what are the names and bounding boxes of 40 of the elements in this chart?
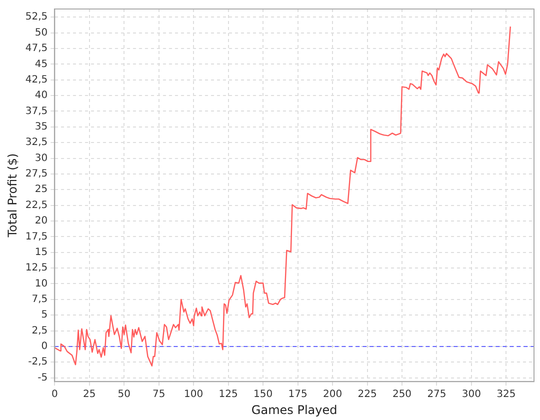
y-tick-label: 0 (41, 341, 48, 352)
x-tick-label: 300 (462, 389, 482, 400)
x-tick-label: 75 (152, 389, 166, 400)
x-axis-title: Games Played (251, 402, 338, 417)
y-tick-label: 5 (41, 310, 48, 321)
y-tick-label: 12,5 (25, 262, 48, 274)
y-tick-label: 15 (34, 246, 48, 258)
x-tick-label: 125 (218, 389, 238, 400)
y-tick-label: 17,5 (25, 231, 48, 242)
x-tick-label: 150 (254, 389, 273, 400)
y-tick-label: 37,5 (25, 106, 48, 117)
x-tick-label: 100 (184, 389, 204, 400)
y-tick-label: 35 (34, 122, 48, 133)
y-tick-label: 47,5 (25, 43, 48, 54)
y-tick-label: 25 (34, 184, 48, 196)
y-tick-label: -5 (38, 372, 48, 384)
y-tick-label: 7,5 (32, 294, 48, 306)
x-tick-label: 0 (51, 389, 58, 400)
y-tick-label: 52,5 (25, 12, 48, 23)
x-tick-label: 225 (358, 389, 377, 400)
y-tick-label: 20 (34, 216, 48, 227)
y-tick-label: 30 (34, 152, 48, 164)
y-tick-label: 45 (34, 58, 48, 70)
x-tick-label: 275 (427, 389, 446, 400)
x-tick-label: 250 (392, 389, 412, 400)
y-axis-title: Total Profit ($) (5, 153, 20, 238)
y-tick-label: 32,5 (25, 137, 48, 148)
x-tick-label: 50 (118, 389, 130, 400)
x-tick-label: 25 (83, 389, 96, 400)
y-tick-label: 40 (34, 90, 48, 102)
y-tick-label: 10 (34, 278, 48, 290)
y-tick-label: 22,5 (25, 200, 48, 211)
y-tick-label: -2,5 (28, 356, 48, 368)
y-tick-label: 42,5 (25, 74, 48, 86)
x-tick-label: 325 (496, 389, 516, 400)
y-tick-label: 27,5 (25, 168, 48, 180)
y-tick-label: 2,5 (32, 325, 48, 336)
y-tick-label: 50 (34, 27, 48, 38)
x-tick-label: 200 (322, 389, 342, 400)
x-tick-label: 175 (288, 389, 308, 400)
